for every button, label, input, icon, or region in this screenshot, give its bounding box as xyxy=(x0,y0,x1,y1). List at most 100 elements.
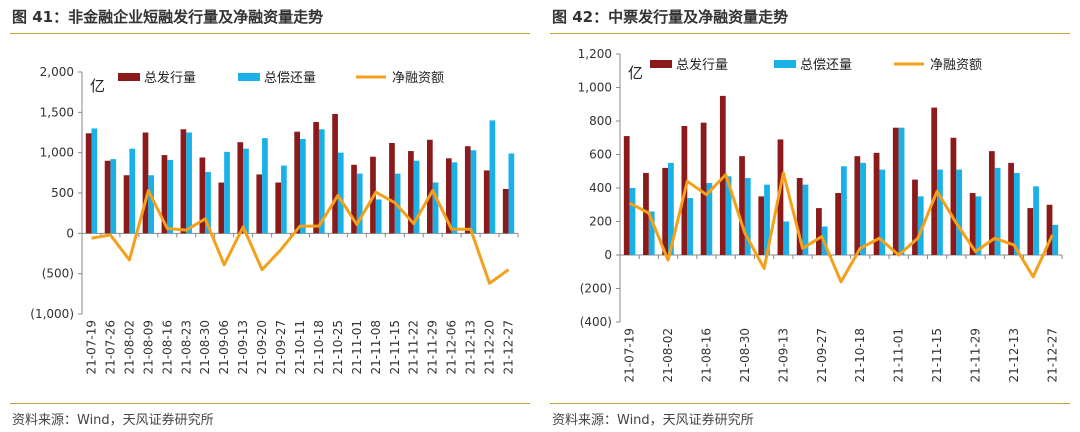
bar-repayment xyxy=(802,184,809,255)
y-tick-label: 0 xyxy=(66,226,74,240)
bar-repayment xyxy=(744,177,751,255)
bar-issuance xyxy=(483,170,490,234)
legend-swatch-issuance xyxy=(650,60,672,68)
x-tick-label: 21-12-20 xyxy=(483,320,497,374)
bar-issuance xyxy=(1027,208,1034,255)
source-divider xyxy=(550,403,1070,404)
legend-swatch-issuance xyxy=(118,73,140,81)
bar-issuance xyxy=(142,132,149,234)
bar-issuance xyxy=(408,151,414,234)
bar-issuance xyxy=(237,142,244,234)
bar-issuance xyxy=(218,182,225,234)
legend-label-issuance: 总发行量 xyxy=(676,57,728,73)
x-tick-label: 21-11-29 xyxy=(426,320,440,374)
bar-repayment xyxy=(243,148,249,234)
bar-repayment xyxy=(186,132,192,234)
bar-issuance xyxy=(502,188,509,234)
bar-issuance xyxy=(1008,162,1014,255)
bar-repayment xyxy=(205,172,211,234)
bar-repayment xyxy=(1052,224,1059,255)
bar-repayment xyxy=(648,211,655,255)
bar-repayment xyxy=(725,176,732,255)
chart-panel-right: 图 42：中票发行量及净融资量走势 1,200 1,000 800 600 400 200… xyxy=(550,0,1074,432)
x-tick-label: 21-11-22 xyxy=(407,320,421,374)
bar-repayment xyxy=(879,169,886,255)
x-tick-label: 21-08-30 xyxy=(198,320,212,374)
y-tick-label: 1,000 xyxy=(578,81,612,95)
title-divider xyxy=(10,33,530,34)
bar-issuance xyxy=(662,167,669,255)
unit-label: 亿 xyxy=(90,77,105,95)
bar-repayment xyxy=(489,120,496,234)
chart-svg: 1,200 1,000 800 600 400 200 0 (200) (400) 亿 21-07-… xyxy=(578,47,1063,382)
y-tick-label: 2,000 xyxy=(40,65,74,79)
y-tick-label: 1,500 xyxy=(40,105,74,119)
bar-repayment xyxy=(687,198,694,255)
bar-issuance xyxy=(719,95,726,255)
bar-issuance xyxy=(104,160,111,234)
legend-label-issuance: 总发行量 xyxy=(144,70,196,86)
bar-repayment xyxy=(129,148,136,234)
bar-issuance xyxy=(332,113,338,234)
bar-repayment xyxy=(898,127,905,255)
bar-issuance xyxy=(199,157,206,234)
x-tick-label: 21-11-08 xyxy=(369,320,383,374)
x-tick-label: 21-08-16 xyxy=(699,328,713,382)
bar-issuance xyxy=(256,174,263,234)
x-tick-label: 21-07-19 xyxy=(623,328,637,382)
bar-repayment xyxy=(451,162,458,234)
y-tick-label: 0 xyxy=(604,248,612,262)
x-tick-label: 21-11-15 xyxy=(930,328,944,382)
x-tick-label: 21-10-18 xyxy=(312,320,326,374)
bar-issuance xyxy=(777,139,784,255)
bar-repayment xyxy=(110,159,117,234)
bar-issuance xyxy=(758,196,765,255)
bar-repayment xyxy=(224,151,230,234)
y-tick-label: 600 xyxy=(589,148,612,162)
bar-repayment xyxy=(432,182,439,234)
bar-repayment xyxy=(356,173,363,234)
figure-title: 图 42：中票发行量及净融资量走势 xyxy=(552,8,789,26)
legend-label-repayment: 总偿还量 xyxy=(800,58,852,73)
x-tick-label: 21-07-26 xyxy=(103,320,117,374)
bar-issuance xyxy=(873,152,880,255)
x-tick-label: 21-11-29 xyxy=(969,328,983,382)
bar-repayment xyxy=(167,159,173,234)
bar-repayment xyxy=(706,182,713,255)
bar-issuance xyxy=(816,208,822,255)
figure-title: 图 41：非金融企业短融发行量及净融资量走势 xyxy=(12,8,324,26)
x-tick-label: 21-08-16 xyxy=(160,320,174,374)
x-tick-label: 21-08-09 xyxy=(141,320,155,374)
y-tick-label: 200 xyxy=(589,215,612,229)
x-tick-label: 21-12-13 xyxy=(1007,328,1021,382)
y-tick-label: 1,000 xyxy=(40,146,74,160)
bar-issuance xyxy=(931,107,938,255)
x-tick-label: 21-09-13 xyxy=(236,320,250,374)
bar-repayment xyxy=(860,162,866,255)
y-tick-label: 500 xyxy=(51,186,74,200)
bar-repayment xyxy=(470,150,477,234)
bar-repayment xyxy=(300,138,306,234)
legend-label-repayment: 总偿还量 xyxy=(264,71,316,86)
x-tick-label: 21-09-20 xyxy=(255,320,269,374)
legend-swatch-repayment xyxy=(238,73,260,81)
bar-issuance xyxy=(275,182,282,234)
bar-issuance xyxy=(835,193,841,255)
bar-issuance xyxy=(988,151,995,255)
bar-repayment xyxy=(91,128,98,234)
source-divider xyxy=(10,403,530,404)
legend-swatch-repayment xyxy=(774,60,796,68)
x-tick-label: 21-10-25 xyxy=(331,320,345,374)
bar-repayment xyxy=(281,165,287,234)
bar-issuance xyxy=(854,156,861,255)
bar-issuance xyxy=(950,137,957,255)
bar-repayment xyxy=(262,138,268,234)
line-net-financing xyxy=(91,189,510,285)
source-note: 资料来源：Wind，天风证券研究所 xyxy=(552,413,754,428)
bar-repayment xyxy=(394,173,401,234)
bar-issuance xyxy=(700,122,707,255)
x-tick-label: 21-07-19 xyxy=(84,320,98,374)
y-tick-label: 400 xyxy=(589,181,612,195)
x-tick-label: 21-09-27 xyxy=(274,320,288,374)
bar-issuance xyxy=(313,122,319,234)
